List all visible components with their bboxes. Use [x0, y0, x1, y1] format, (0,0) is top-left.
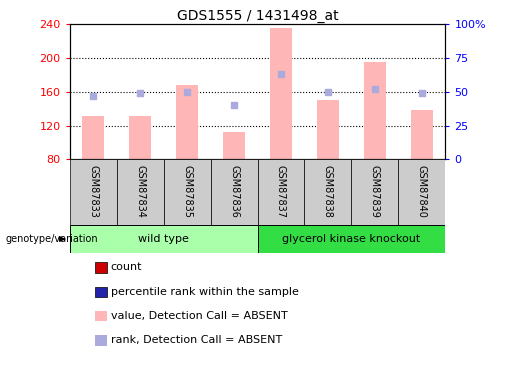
Bar [411, 111, 433, 159]
Text: GSM87837: GSM87837 [276, 165, 286, 218]
Point [371, 86, 379, 92]
Point [230, 102, 238, 108]
Bar [258, 159, 304, 225]
Point [89, 93, 97, 99]
Point [183, 89, 191, 95]
Text: value, Detection Call = ABSENT: value, Detection Call = ABSENT [111, 311, 287, 321]
Bar [224, 132, 245, 159]
Bar [365, 62, 386, 159]
Bar [211, 159, 258, 225]
Text: glycerol kinase knockout: glycerol kinase knockout [282, 234, 421, 244]
Text: GSM87834: GSM87834 [135, 165, 145, 218]
Bar [70, 159, 116, 225]
Bar [129, 116, 150, 159]
Bar [164, 159, 211, 225]
Bar [177, 85, 198, 159]
Title: GDS1555 / 1431498_at: GDS1555 / 1431498_at [177, 9, 338, 23]
Text: genotype/variation: genotype/variation [5, 234, 98, 244]
Bar [70, 225, 258, 253]
Bar [270, 28, 291, 159]
Text: GSM87840: GSM87840 [417, 165, 427, 218]
Text: count: count [111, 262, 142, 272]
Bar [317, 100, 338, 159]
Text: GSM87835: GSM87835 [182, 165, 192, 218]
Bar [82, 116, 104, 159]
Bar [116, 159, 164, 225]
Text: GSM87838: GSM87838 [323, 165, 333, 218]
Point [136, 90, 144, 96]
Point [418, 90, 426, 96]
Bar [258, 225, 445, 253]
Text: GSM87833: GSM87833 [88, 165, 98, 218]
Text: rank, Detection Call = ABSENT: rank, Detection Call = ABSENT [111, 336, 282, 345]
Bar [352, 159, 399, 225]
Point [324, 89, 332, 95]
Bar [304, 159, 352, 225]
Text: percentile rank within the sample: percentile rank within the sample [111, 287, 299, 297]
Text: wild type: wild type [138, 234, 189, 244]
Bar [399, 159, 445, 225]
Point [277, 71, 285, 77]
Text: GSM87836: GSM87836 [229, 165, 239, 218]
Text: GSM87839: GSM87839 [370, 165, 380, 218]
